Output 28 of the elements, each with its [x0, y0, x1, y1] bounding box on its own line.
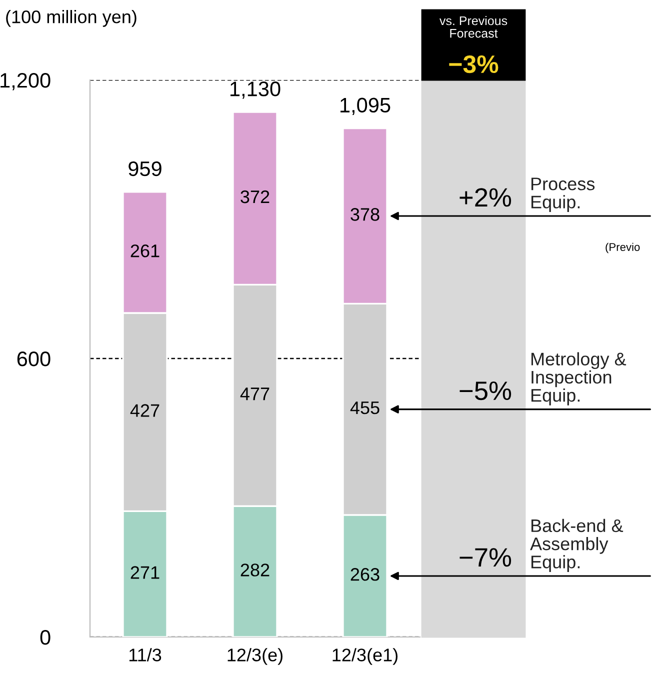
text: Metrology & Inspection Equip.	[531, 352, 626, 406]
text: Process Equip.	[531, 178, 595, 212]
y-tick-label: 0	[40, 630, 50, 645]
data-label: 372	[240, 190, 270, 204]
total-label: 959	[128, 161, 162, 176]
data-label: 261	[130, 244, 160, 258]
data-label: 477	[240, 388, 270, 400]
total-label: 1,095	[340, 98, 390, 116]
x-tick-label: 11/3	[129, 648, 162, 662]
data-label: 282	[240, 564, 270, 576]
data-label: 378	[350, 208, 380, 221]
data-label: 427	[130, 404, 160, 417]
x-tick-label: 12/3(e)	[228, 648, 282, 665]
text: vs. Previous Forecast	[440, 16, 508, 38]
y-tick-label: 600	[17, 352, 50, 366]
x-tick-label: 12/3(e1)	[332, 648, 398, 665]
text: +2%	[460, 188, 512, 207]
text: −7%	[460, 548, 512, 567]
y-axis-title: (100 million yen)	[6, 10, 136, 27]
data-label: 263	[350, 568, 380, 581]
text: −5%	[460, 382, 512, 400]
total-label: 1,130	[230, 82, 280, 99]
text: −3%	[449, 55, 498, 74]
text: (Previo	[606, 242, 640, 254]
data-label: 271	[130, 566, 160, 579]
text: Back-end & Assembly Equip.	[530, 518, 624, 572]
data-label: 455	[350, 402, 380, 414]
y-tick-label: 1,200	[0, 73, 50, 90]
